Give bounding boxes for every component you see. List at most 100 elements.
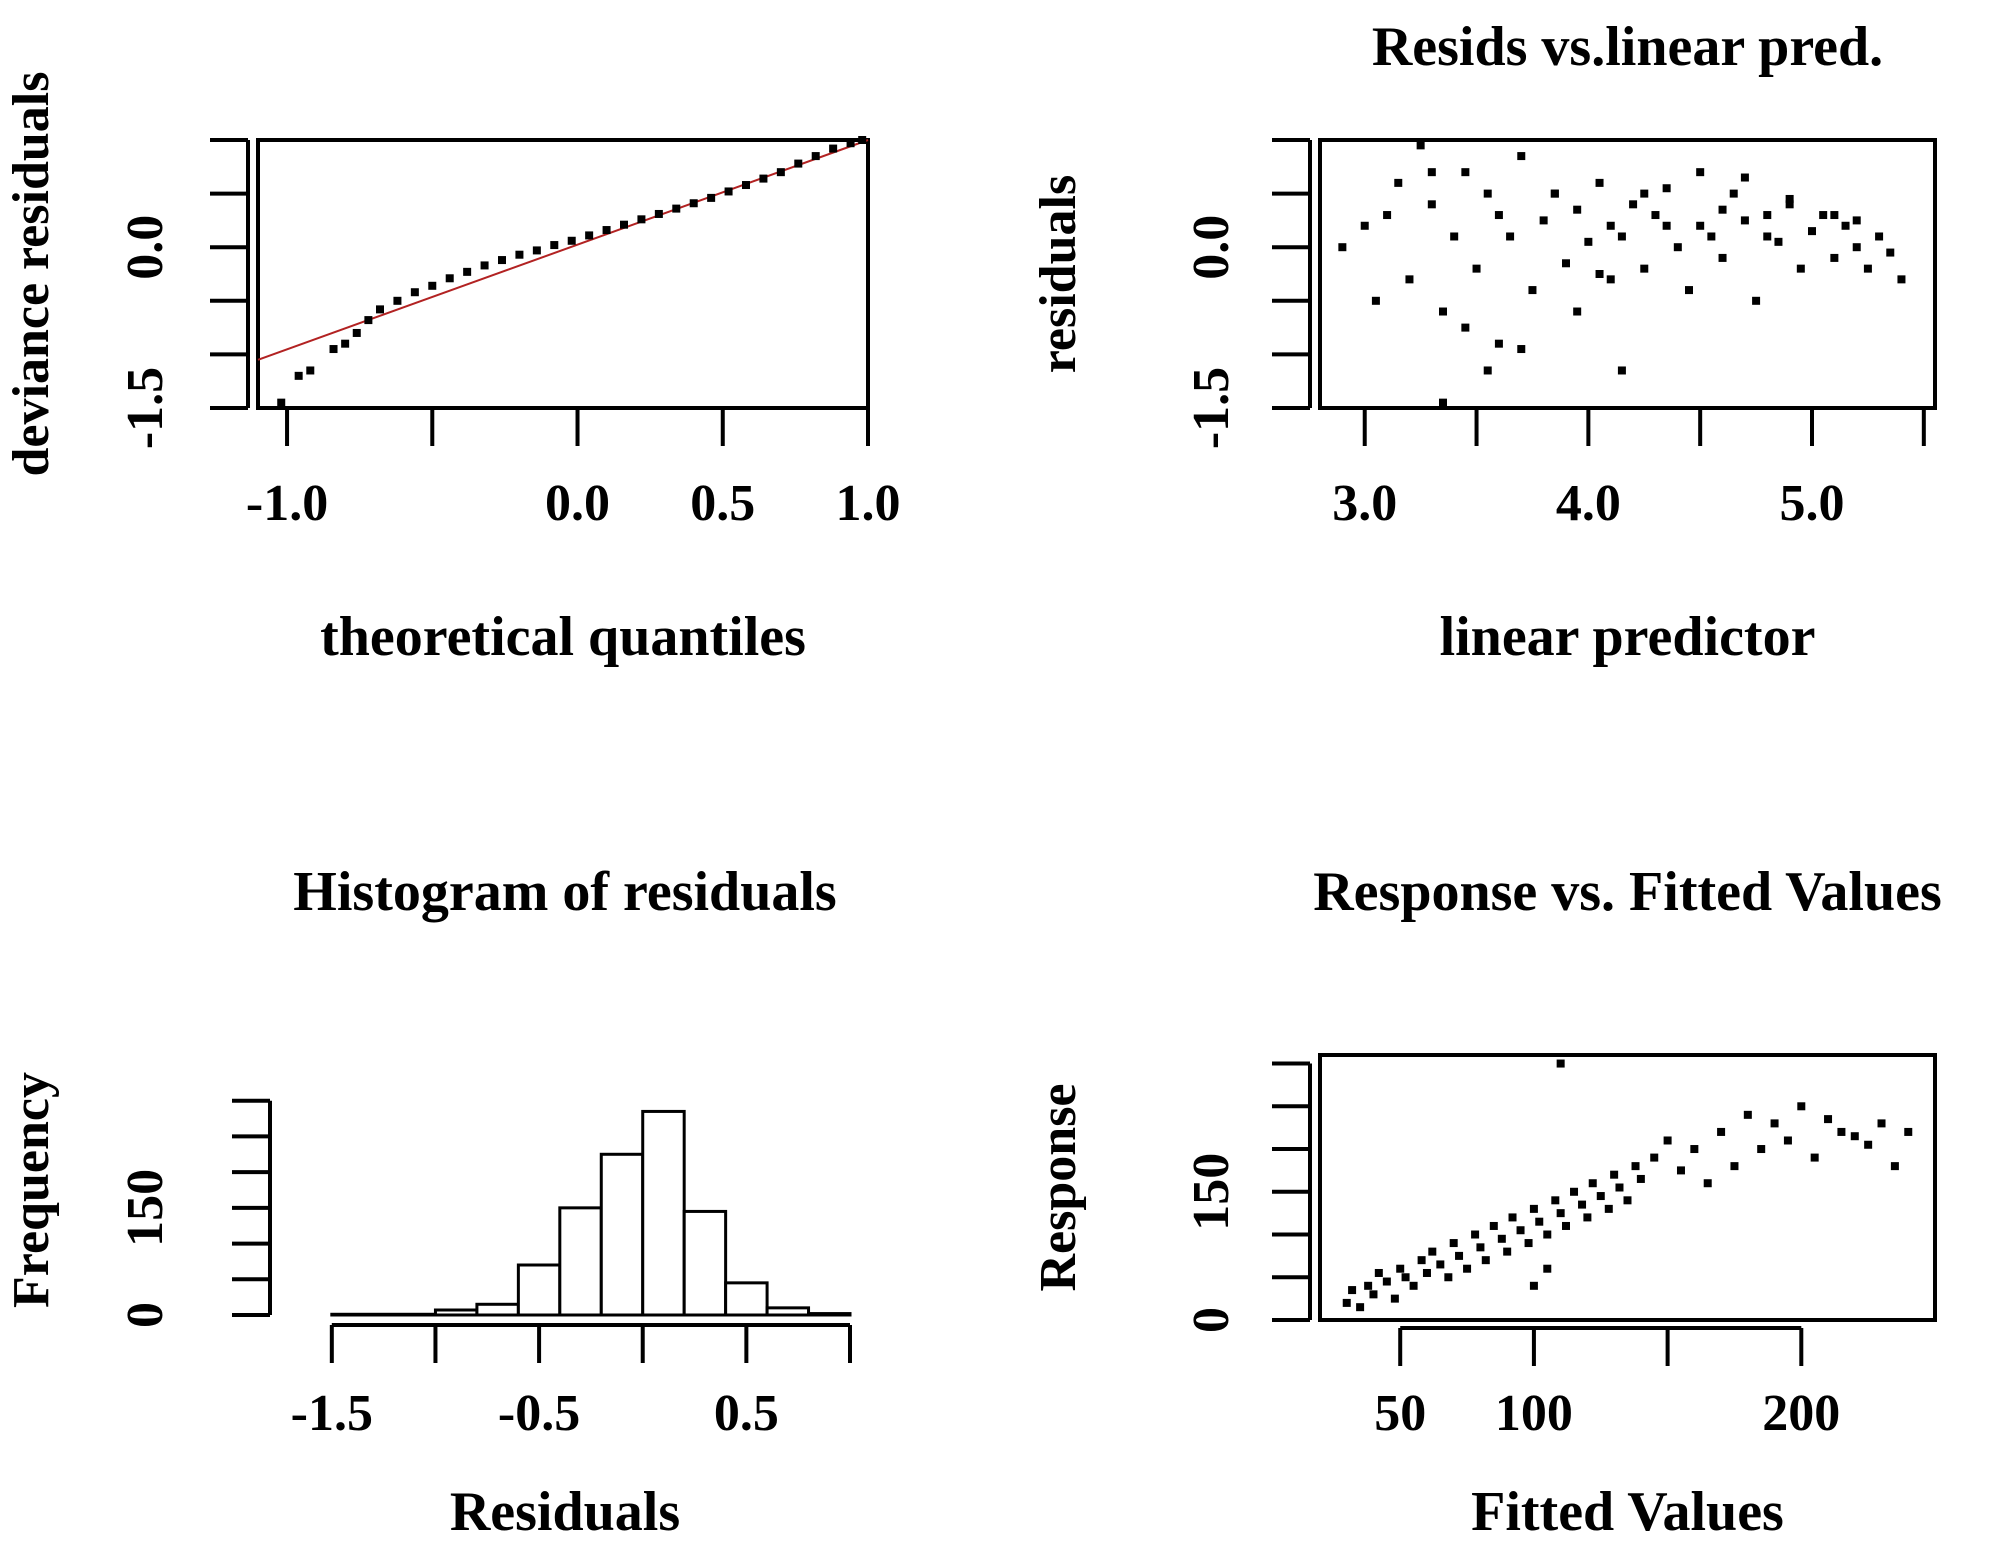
data-point [1640, 264, 1649, 273]
data-point [1543, 1230, 1552, 1239]
histogram-bar [330, 1312, 437, 1317]
x-tick-label: 0.0 [545, 475, 610, 532]
data-point [277, 398, 286, 407]
chart-title: Histogram of residuals [293, 861, 836, 923]
data-point [1757, 1145, 1766, 1154]
data-point [724, 187, 733, 196]
data-point [1374, 1268, 1383, 1277]
data-point [1483, 366, 1492, 375]
plot-frame [1318, 138, 1937, 410]
data-point [1796, 264, 1805, 273]
plot-frame [1318, 1053, 1937, 1322]
data-point [1382, 1277, 1391, 1286]
data-point [742, 181, 750, 190]
data-point [1785, 200, 1794, 209]
data-point [1584, 237, 1593, 246]
data-point [1651, 211, 1660, 220]
y-tick-label: 0.0 [1183, 215, 1240, 280]
data-point [515, 250, 524, 259]
x-tick-label: 100 [1495, 1385, 1573, 1442]
data-point [585, 231, 594, 240]
data-point [306, 366, 315, 375]
data-point [1556, 1209, 1565, 1218]
x-tick-label: 3.0 [1332, 475, 1397, 532]
x-tick-label: -1.5 [291, 1385, 373, 1442]
data-point [1696, 168, 1705, 177]
data-point [445, 274, 454, 283]
data-point [1819, 211, 1828, 220]
data-point [1830, 211, 1839, 220]
data-point [1364, 1281, 1373, 1290]
data-point [1573, 205, 1582, 214]
histogram-bar [599, 1152, 645, 1317]
data-point [794, 159, 803, 168]
data-point [1852, 243, 1861, 252]
data-point [1550, 189, 1559, 198]
data-point [550, 241, 559, 250]
data-point [1383, 211, 1392, 220]
data-point [1673, 243, 1682, 252]
panel-residuals-vs-linear-predictor: Resids vs.linear pred. linear predictor re… [1030, 16, 1937, 668]
data-point [602, 226, 611, 235]
y-tick-label: -1.5 [1183, 367, 1240, 449]
data-point [1562, 259, 1570, 268]
data-point [829, 144, 838, 153]
data-point [393, 296, 402, 305]
data-point [1864, 1140, 1873, 1149]
data-point [1604, 1204, 1613, 1213]
data-point [1489, 1221, 1498, 1230]
data-point [1481, 1256, 1490, 1265]
data-point [1717, 1127, 1726, 1136]
data-point [1342, 1298, 1351, 1307]
panel-response-vs-fitted: Response vs. Fitted Values Fitted Values R… [1030, 861, 1942, 1543]
data-point [1539, 216, 1548, 225]
histogram-bar [475, 1302, 520, 1317]
x-tick-label: 4.0 [1556, 475, 1621, 532]
data-point [1606, 275, 1615, 284]
data-point [1360, 221, 1369, 230]
data-point [463, 267, 472, 276]
data-point [1583, 1213, 1592, 1222]
x-tick-label: 200 [1762, 1385, 1840, 1442]
data-point [1841, 221, 1850, 230]
data-point [1770, 1119, 1779, 1128]
data-point [1524, 1239, 1533, 1248]
data-point [1617, 232, 1626, 241]
data-point [1875, 232, 1884, 241]
data-point [480, 261, 489, 270]
data-point [1483, 189, 1492, 198]
data-point [329, 345, 338, 354]
y-axis-label: Frequency [3, 1072, 60, 1308]
data-point [1348, 1286, 1357, 1295]
data-point [1543, 1264, 1552, 1273]
data-point [1476, 1243, 1485, 1252]
data-point [1623, 1196, 1632, 1205]
data-point [1696, 221, 1705, 230]
data-point [1752, 296, 1761, 305]
data-point [1356, 1303, 1365, 1312]
data-point [654, 209, 663, 218]
data-point [1730, 1162, 1739, 1171]
data-point [1617, 366, 1626, 375]
data-point [1401, 1273, 1410, 1282]
data-point [1863, 264, 1872, 273]
data-point [1596, 1192, 1605, 1201]
panel-histogram-of-residuals: Histogram of residuals Residuals Frequency… [3, 861, 852, 1543]
data-point [294, 371, 303, 380]
data-point [1517, 152, 1526, 161]
histogram-bar [765, 1306, 811, 1317]
data-point [1629, 200, 1638, 209]
data-point [1535, 1217, 1544, 1226]
data-point [1897, 275, 1906, 284]
data-point [1890, 1162, 1899, 1171]
data-point [1450, 232, 1459, 241]
data-point [1338, 243, 1347, 252]
histogram-bar [724, 1281, 769, 1317]
data-point [1595, 270, 1604, 278]
data-point [1740, 173, 1749, 182]
data-point [1449, 1239, 1458, 1248]
x-tick-label: 5.0 [1780, 475, 1845, 532]
data-point [1662, 221, 1671, 230]
data-point [1615, 1183, 1624, 1192]
